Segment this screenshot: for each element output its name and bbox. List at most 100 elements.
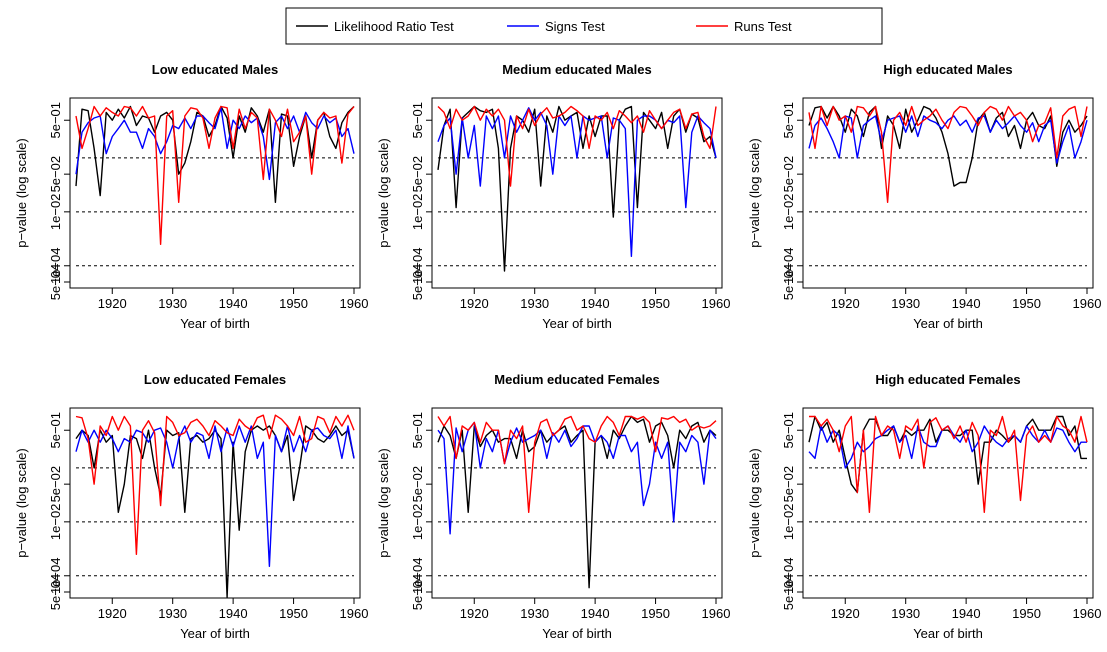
y-tick-label: 1e−04	[48, 558, 63, 595]
x-tick-label: 1950	[1012, 606, 1041, 621]
x-tick-label: 1950	[641, 296, 670, 311]
x-tick-label: 1930	[891, 296, 920, 311]
y-tick-label: 1e−02	[410, 504, 425, 541]
panels: Low educated Males 1920 1930 1940 1950 1960 5e…	[14, 62, 1101, 641]
y-tick-label: 5e−01	[410, 412, 425, 449]
x-tick-label: 1950	[279, 606, 308, 621]
series-line-runs-test	[75, 414, 355, 555]
x-axis-label: Year of birth	[180, 626, 250, 641]
x-tick-label: 1940	[219, 296, 248, 311]
panel-title: Medium educated Males	[502, 62, 652, 77]
y-tick-label: 5e−04	[781, 264, 796, 301]
series-line-signs-test	[75, 107, 355, 181]
series-line-signs-test	[437, 421, 717, 535]
y-axis-label: p−value (log scale)	[14, 448, 29, 557]
x-tick-label: 1920	[98, 296, 127, 311]
series-line-signs-test	[808, 115, 1088, 164]
y-tick-label: 5e−01	[48, 102, 63, 139]
x-tick-label: 1960	[340, 296, 369, 311]
plot-frame	[69, 97, 361, 289]
x-tick-label: 1930	[158, 606, 187, 621]
x-tick-label: 1940	[581, 296, 610, 311]
x-tick-label: 1920	[98, 606, 127, 621]
plot-frame	[431, 407, 723, 599]
series-line-runs-test	[437, 105, 717, 187]
y-tick-label: 5e−02	[410, 466, 425, 503]
series-line-signs-test	[75, 425, 355, 567]
y-axis-label: p−value (log scale)	[376, 448, 391, 557]
y-tick-label: 5e−04	[48, 574, 63, 611]
x-tick-label: 1960	[1073, 606, 1102, 621]
series-line-likelihood-ratio-test	[808, 415, 1087, 494]
y-axis-label: p−value (log scale)	[747, 138, 762, 247]
y-tick-label: 5e−04	[781, 574, 796, 611]
x-axis-label: Year of birth	[913, 626, 983, 641]
y-tick-label: 5e−02	[48, 466, 63, 503]
y-tick-label: 5e−01	[781, 412, 796, 449]
x-tick-label: 1930	[520, 606, 549, 621]
x-tick-label: 1930	[891, 606, 920, 621]
panel-title: Medium educated Females	[494, 372, 659, 387]
x-tick-label: 1920	[460, 296, 489, 311]
x-tick-label: 1930	[158, 296, 187, 311]
plot-frame	[802, 97, 1094, 289]
series-line-runs-test	[808, 105, 1088, 204]
legend: Likelihood Ratio Test Signs Test Runs Te…	[285, 7, 883, 45]
legend-item-likelihood-ratio-test: Likelihood Ratio Test	[296, 19, 454, 34]
x-tick-label: 1950	[279, 296, 308, 311]
x-tick-label: 1960	[1073, 296, 1102, 311]
series-line-likelihood-ratio-test	[437, 415, 717, 589]
x-tick-label: 1960	[702, 296, 731, 311]
series-line-signs-test	[437, 107, 717, 257]
y-tick-label: 5e−01	[781, 102, 796, 139]
x-tick-label: 1960	[340, 606, 369, 621]
panel-title: High educated Males	[883, 62, 1012, 77]
plot-frame	[69, 407, 361, 599]
y-tick-label: 5e−02	[781, 156, 796, 193]
y-tick-label: 1e−04	[410, 558, 425, 595]
y-tick-label: 5e−01	[410, 102, 425, 139]
plot-frame	[802, 407, 1094, 599]
panel-medium-educated-males: Medium educated Males 1920 1930 1940 1950 196…	[376, 62, 730, 331]
legend-label-likelihood-ratio-test: Likelihood Ratio Test	[334, 19, 454, 34]
panel-title: High educated Females	[875, 372, 1020, 387]
y-tick-label: 5e−04	[48, 264, 63, 301]
y-tick-label: 1e−02	[781, 504, 796, 541]
x-axis-label: Year of birth	[180, 316, 250, 331]
x-axis-label: Year of birth	[913, 316, 983, 331]
x-tick-label: 1940	[581, 606, 610, 621]
legend-label-runs-test: Runs Test	[734, 19, 792, 34]
x-tick-label: 1940	[952, 606, 981, 621]
x-tick-label: 1920	[831, 606, 860, 621]
panel-medium-educated-females: Medium educated Females 1920 1930 1940 1950 1…	[376, 372, 730, 641]
y-tick-label: 5e−02	[781, 466, 796, 503]
series-line-likelihood-ratio-test	[437, 105, 717, 272]
panel-title: Low educated Females	[144, 372, 286, 387]
plot-frame	[431, 97, 723, 289]
legend-item-signs-test: Signs Test	[507, 19, 605, 34]
x-tick-label: 1940	[219, 606, 248, 621]
y-tick-label: 1e−02	[410, 194, 425, 231]
panel-low-educated-males: Low educated Males 1920 1930 1940 1950 1960 5e…	[14, 62, 368, 331]
y-axis-label: p−value (log scale)	[747, 448, 762, 557]
x-tick-label: 1950	[1012, 296, 1041, 311]
series-line-signs-test	[808, 425, 1087, 469]
y-axis-label: p−value (log scale)	[14, 138, 29, 247]
x-tick-label: 1940	[952, 296, 981, 311]
series-line-likelihood-ratio-test	[75, 425, 355, 598]
series-line-runs-test	[75, 105, 355, 246]
x-tick-label: 1920	[460, 606, 489, 621]
legend-box	[285, 7, 883, 45]
x-tick-label: 1950	[641, 606, 670, 621]
x-tick-label: 1930	[520, 296, 549, 311]
x-tick-label: 1960	[702, 606, 731, 621]
panel-high-educated-males: High educated Males 1920 1930 1940 1950 1960 5…	[747, 62, 1101, 331]
y-tick-label: 5e−01	[48, 412, 63, 449]
panel-title: Low educated Males	[152, 62, 278, 77]
y-tick-label: 5e−02	[410, 156, 425, 193]
panel-low-educated-females: Low educated Females 1920 1930 1940 1950 1960…	[14, 372, 368, 641]
x-tick-label: 1920	[831, 296, 860, 311]
y-tick-label: 1e−02	[48, 194, 63, 231]
y-axis-label: p−value (log scale)	[376, 138, 391, 247]
